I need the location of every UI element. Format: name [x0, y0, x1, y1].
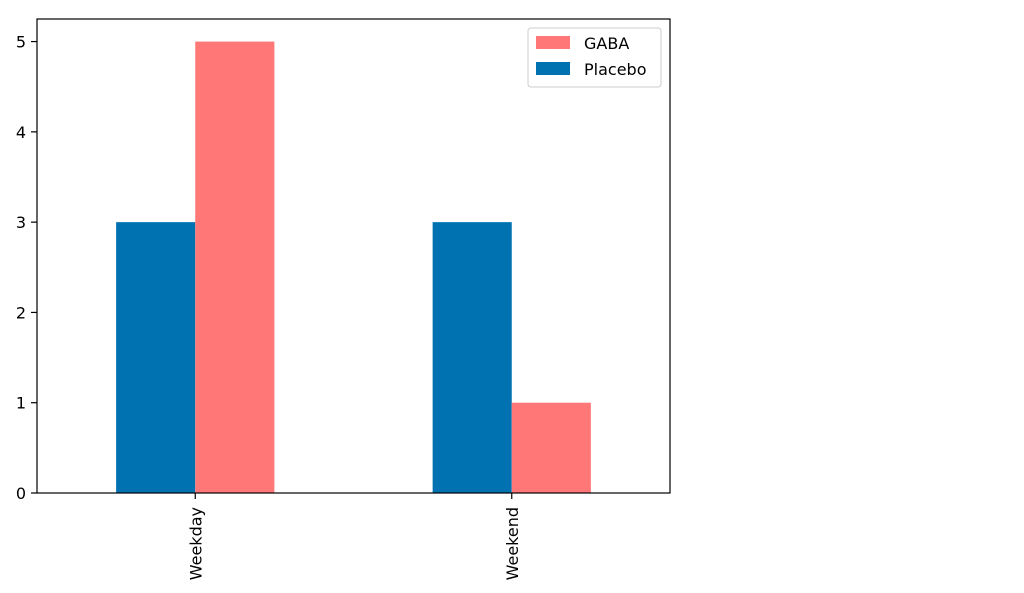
- axes-frame: [36, 18, 671, 494]
- y-tick-label: 0: [16, 484, 26, 503]
- y-tick-label: 4: [16, 123, 26, 142]
- bar-placebo-weekend: [432, 222, 512, 493]
- y-tick-label: 1: [16, 394, 26, 413]
- legend: GABA Placebo: [527, 27, 662, 88]
- x-tick-label-weekday: Weekday: [186, 507, 205, 580]
- legend-label-placebo: Placebo: [584, 60, 646, 79]
- legend-label-gaba: GABA: [584, 34, 629, 53]
- bar-placebo-weekday: [116, 222, 196, 493]
- y-tick-label: 2: [16, 303, 26, 322]
- bar-gaba-weekend: [511, 402, 591, 493]
- bar-gaba-weekday: [195, 41, 275, 493]
- bar-group: [116, 41, 591, 493]
- x-tick-label-weekend: Weekend: [503, 507, 522, 580]
- legend-swatch-placebo: [536, 62, 570, 75]
- x-axis: Weekday Weekend: [186, 493, 522, 580]
- y-axis: 0 1 2 3 4 5: [16, 33, 37, 503]
- y-tick-label: 3: [16, 213, 26, 232]
- legend-swatch-gaba: [536, 36, 570, 49]
- y-tick-label: 5: [16, 33, 26, 52]
